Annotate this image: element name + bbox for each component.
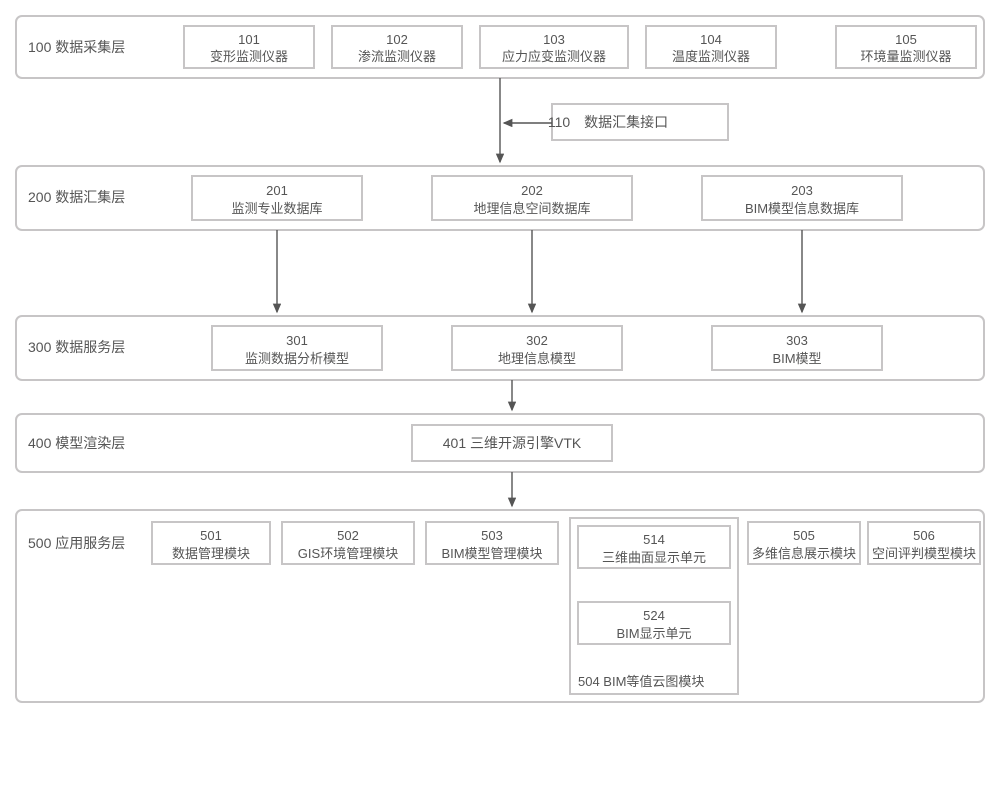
svg-text:502: 502 [337,528,359,543]
svg-text:501: 501 [200,528,222,543]
box-303: 303 BIM模型 [712,326,882,370]
svg-text:多维信息展示模块: 多维信息展示模块 [752,546,856,561]
box-302: 302 地理信息模型 [452,326,622,370]
box-105: 105 环境量监测仪器 [836,26,976,68]
box-104: 104 温度监测仪器 [646,26,776,68]
svg-text:104: 104 [700,32,722,47]
architecture-diagram: 100 数据采集层 101 变形监测仪器 102 渗流监测仪器 103 应力应变… [12,12,988,785]
svg-text:三维曲面显示单元: 三维曲面显示单元 [602,550,706,565]
svg-text:505: 505 [793,528,815,543]
svg-text:地理信息空间数据库: 地理信息空间数据库 [473,201,590,216]
svg-text:监测数据分析模型: 监测数据分析模型 [245,351,349,366]
box-201: 201 监测专业数据库 [192,176,362,220]
svg-text:监测专业数据库: 监测专业数据库 [231,201,322,216]
svg-text:BIM模型: BIM模型 [772,351,821,366]
svg-text:应力应变监测仪器: 应力应变监测仪器 [502,49,606,64]
svg-text:401 三维开源引擎VTK: 401 三维开源引擎VTK [443,435,582,451]
svg-text:105: 105 [895,32,917,47]
svg-text:302: 302 [526,333,548,348]
box-102: 102 渗流监测仪器 [332,26,462,68]
box-103: 103 应力应变监测仪器 [480,26,628,68]
svg-text:数据管理模块: 数据管理模块 [172,546,250,561]
svg-text:103: 103 [543,32,565,47]
box-505: 505 多维信息展示模块 [748,522,860,564]
svg-text:301: 301 [286,333,308,348]
svg-text:503: 503 [481,528,503,543]
svg-text:渗流监测仪器: 渗流监测仪器 [358,49,436,64]
svg-text:303: 303 [786,333,808,348]
svg-text:GIS环境管理模块: GIS环境管理模块 [298,546,398,561]
box-506: 506 空间评判模型模块 [868,522,980,564]
svg-text:101: 101 [238,32,260,47]
layer-100-label: 100 数据采集层 [28,39,125,55]
svg-text:102: 102 [386,32,408,47]
svg-text:504 BIM等值云图模块: 504 BIM等值云图模块 [578,674,704,689]
layer-500-label: 500 应用服务层 [28,535,125,551]
box-110: 110数据汇集接口 [548,104,728,140]
box-203: 203 BIM模型信息数据库 [702,176,902,220]
svg-text:地理信息模型: 地理信息模型 [498,351,576,366]
box-514: 514 三维曲面显示单元 [578,526,730,568]
box-503: 503 BIM模型管理模块 [426,522,558,564]
svg-text:110数据汇集接口: 110数据汇集接口 [548,114,668,130]
svg-text:203: 203 [791,183,813,198]
svg-text:BIM模型管理模块: BIM模型管理模块 [441,546,542,561]
layer-300-label: 300 数据服务层 [28,339,125,355]
box-101: 101 变形监测仪器 [184,26,314,68]
svg-text:202: 202 [521,183,543,198]
box-524: 524 BIM显示单元 [578,602,730,644]
box-202: 202 地理信息空间数据库 [432,176,632,220]
box-401: 401 三维开源引擎VTK [412,425,612,461]
box-502: 502 GIS环境管理模块 [282,522,414,564]
svg-text:524: 524 [643,608,665,623]
svg-text:201: 201 [266,183,288,198]
svg-text:514: 514 [643,532,665,547]
box-501: 501 数据管理模块 [152,522,270,564]
layer-200-label: 200 数据汇集层 [28,189,125,205]
box-301: 301 监测数据分析模型 [212,326,382,370]
svg-text:温度监测仪器: 温度监测仪器 [672,49,750,64]
group-504: 504 BIM等值云图模块 514 三维曲面显示单元 524 BIM显示单元 [570,518,738,694]
svg-text:506: 506 [913,528,935,543]
svg-text:变形监测仪器: 变形监测仪器 [210,49,288,64]
svg-text:BIM模型信息数据库: BIM模型信息数据库 [745,201,859,216]
svg-text:BIM显示单元: BIM显示单元 [616,626,691,641]
svg-text:空间评判模型模块: 空间评判模型模块 [872,546,976,561]
layer-400-label: 400 模型渲染层 [28,435,125,451]
svg-text:环境量监测仪器: 环境量监测仪器 [860,49,951,64]
